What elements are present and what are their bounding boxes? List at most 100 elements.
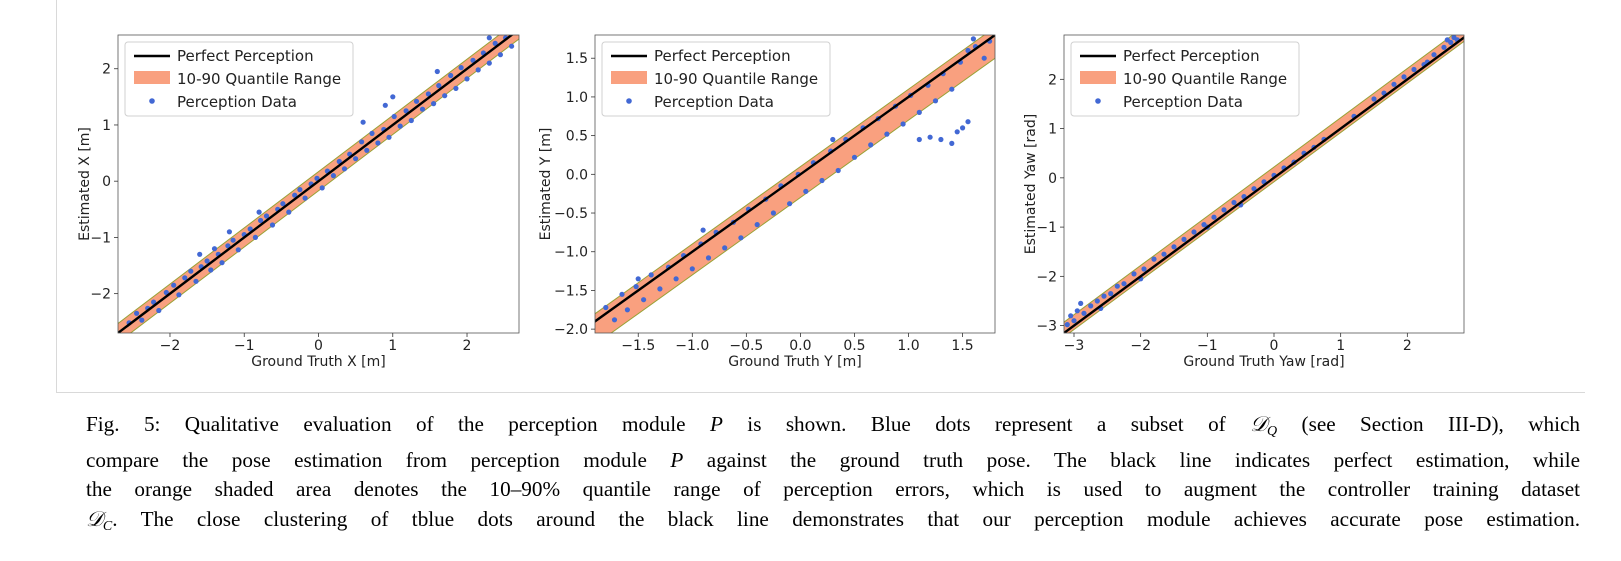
y-tick-label: −3 (1036, 319, 1057, 335)
x-tick-label: −1 (1197, 338, 1218, 354)
y-tick-label: −1.5 (554, 283, 588, 299)
data-point (360, 119, 366, 125)
data-point (1181, 236, 1187, 242)
x-tick-label: 1 (388, 338, 397, 354)
y-tick-label: −1.0 (554, 245, 588, 261)
x-tick-label: 0.0 (789, 338, 811, 354)
data-point (492, 40, 498, 47)
data-point (960, 125, 966, 131)
data-point (269, 222, 276, 228)
x-tick-label: −3 (1064, 338, 1085, 354)
quantile-band (595, 35, 995, 333)
caption-line-2: compare the pose estimation from percept… (86, 446, 1580, 475)
legend-box (124, 41, 354, 117)
data-point (1191, 229, 1197, 235)
x-tick-label: 0.5 (843, 338, 865, 354)
caption-text: is shown. Blue dots represent a subset o… (722, 412, 1251, 436)
caption-math-sub: Q (1267, 424, 1278, 439)
y-tick-label: 0 (1048, 171, 1057, 187)
data-point (353, 156, 359, 162)
x-tick-label: 2 (463, 338, 472, 354)
data-point (722, 245, 728, 251)
data-point (1221, 207, 1227, 213)
data-point (314, 175, 320, 181)
data-point (884, 131, 890, 137)
data-point (1068, 313, 1074, 319)
legend-point-swatch (626, 98, 632, 104)
data-point (151, 299, 157, 305)
data-point (965, 47, 971, 54)
data-point (705, 255, 712, 261)
legend: Perfect Perception 10-90 Quantile Range Pe… (1070, 41, 1300, 117)
caption-line-4: 𝒟C. The close clustering of tblue dots a… (86, 504, 1580, 541)
data-point (193, 278, 199, 284)
data-point (1114, 283, 1120, 289)
x-tick-label: 0 (314, 338, 323, 354)
data-point (938, 136, 944, 143)
data-point (419, 106, 426, 112)
figure-caption: Fig. 5: Qualitative evaluation of the pe… (86, 409, 1580, 541)
data-point (134, 310, 140, 316)
data-point (754, 222, 760, 228)
legend-entry: Perception Data (177, 93, 297, 111)
data-point (156, 307, 162, 314)
data-point (635, 276, 641, 282)
legend-entry: 10-90 Quantile Range (654, 70, 818, 88)
caption-math-d: 𝒟 (1250, 411, 1268, 436)
y-tick-label: 1 (1048, 122, 1057, 138)
caption-line-1: Fig. 5: Qualitative evaluation of the pe… (86, 409, 1580, 446)
caption-math-d: 𝒟 (86, 506, 103, 531)
data-point (1161, 251, 1167, 257)
data-point (509, 43, 515, 49)
data-point (1094, 298, 1100, 304)
x-tick-label: 1.5 (951, 338, 973, 354)
legend-band-swatch (134, 71, 170, 84)
y-tick-label: 0 (102, 174, 111, 190)
y-tick-label: −2 (90, 287, 111, 303)
data-point (458, 65, 464, 71)
y-tick-label: 2 (102, 62, 111, 78)
chart-x: −2 −1 0 1 2 −2 −1 0 1 2 Ground Truth X [m] Estimate… (77, 34, 520, 370)
data-point (1131, 271, 1137, 277)
axes-frame (594, 34, 996, 334)
data-point (830, 136, 836, 143)
data-point (497, 52, 503, 58)
data-point (226, 229, 232, 235)
data-point (916, 136, 922, 143)
chart-yaw: −3 −2 −1 0 1 2 −3 −2 −1 0 1 2 Ground Truth Yaw [rad]… (1023, 34, 1465, 370)
x-tick-label: −0.5 (729, 338, 763, 354)
x-tick-label: −2 (1130, 338, 1151, 354)
caption-text: against the ground truth pose. The black… (683, 448, 1580, 472)
data-point (1441, 44, 1447, 50)
data-point (1088, 303, 1094, 309)
data-point (464, 76, 470, 82)
legend-entry: 10-90 Quantile Range (177, 70, 341, 88)
y-tick-label: 1.0 (566, 90, 588, 106)
x-tick-label: −1 (234, 338, 255, 354)
data-point (470, 57, 476, 63)
data-point (851, 154, 858, 160)
y-tick-label: −0.5 (554, 206, 588, 222)
data-point (916, 109, 922, 115)
charts-svg: −2 −1 0 1 2 −2 −1 0 1 2 Ground Truth X [m] Estimate… (77, 34, 1465, 370)
caption-text: Fig. 5: Qualitative evaluation of the pe… (86, 412, 710, 436)
data-point (188, 268, 194, 274)
data-point (139, 317, 145, 323)
chart-y: −1.5 −1.0 −0.5 0.0 0.5 1.0 1.5 −2.0 −1.5 −1.0 −0.5… (538, 34, 996, 370)
data-point (927, 134, 933, 140)
data-point (700, 227, 706, 233)
legend-band-swatch (1080, 71, 1116, 84)
legend-box (601, 41, 831, 117)
data-point (1081, 310, 1087, 316)
x-tick-label: 0 (1270, 338, 1279, 354)
data-point (1171, 244, 1177, 250)
legend-point-swatch (149, 98, 155, 104)
legend-entry: 10-90 Quantile Range (1123, 70, 1287, 88)
legend-point-swatch (1095, 98, 1101, 104)
data-point (302, 195, 308, 201)
data-point (868, 142, 874, 148)
data-point (336, 158, 342, 165)
y-axis-label: Estimated Y [m] (538, 128, 554, 241)
data-point (330, 173, 336, 179)
data-point (787, 201, 793, 207)
